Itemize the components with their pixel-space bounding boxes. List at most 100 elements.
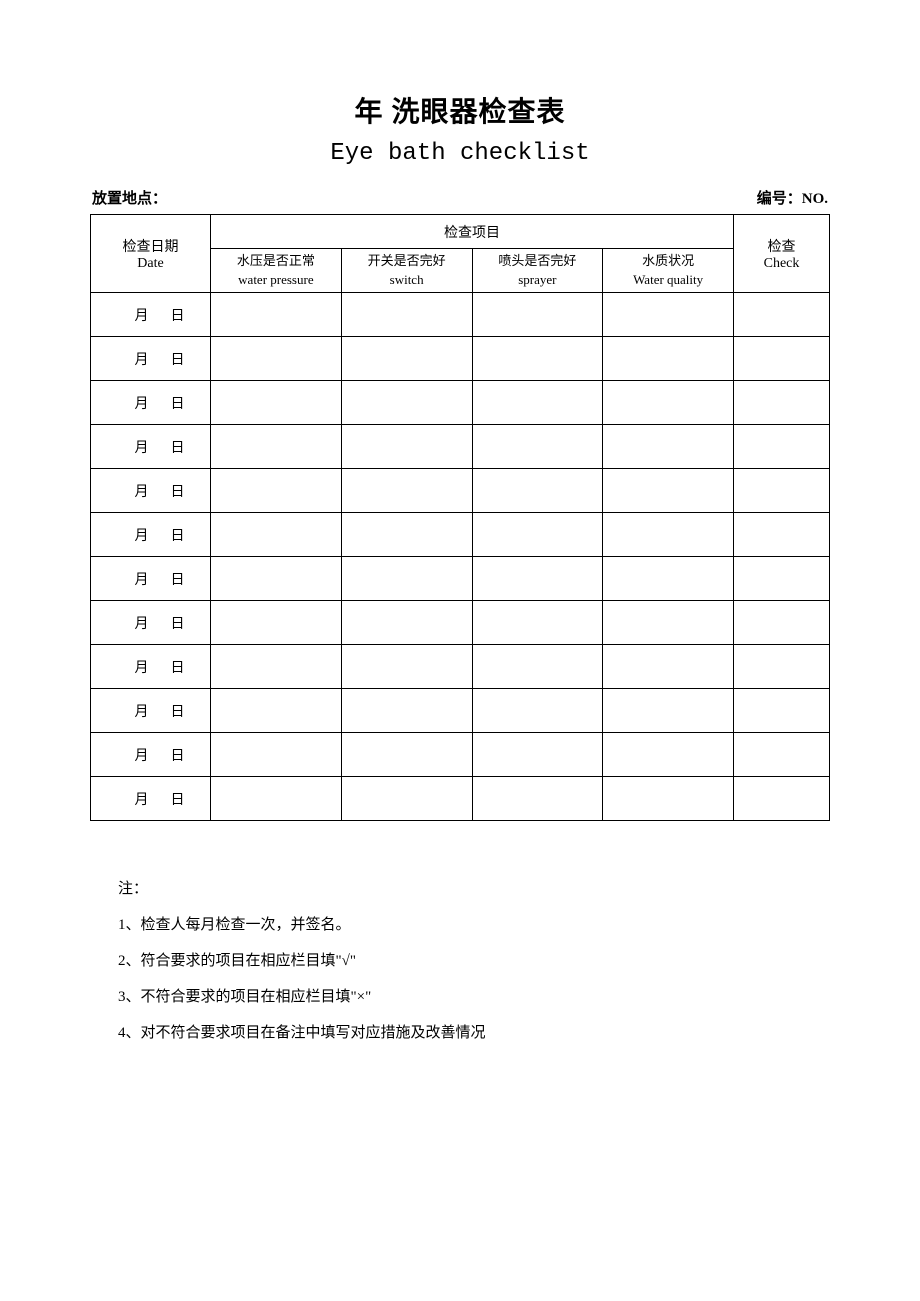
check-cell[interactable] — [734, 601, 830, 645]
month-label: 月 — [115, 525, 151, 545]
item-cell[interactable] — [211, 469, 342, 513]
item-cell[interactable] — [472, 425, 603, 469]
item-cell[interactable] — [472, 689, 603, 733]
item-cell[interactable] — [472, 601, 603, 645]
th-check-en: Check — [734, 256, 829, 272]
location-label: 放置地点： — [92, 187, 167, 208]
item-cell[interactable] — [341, 733, 472, 777]
table-row: 月日 — [91, 689, 830, 733]
day-label: 日 — [151, 789, 187, 809]
item-cell[interactable] — [341, 557, 472, 601]
item-cell[interactable] — [472, 381, 603, 425]
item-cell[interactable] — [472, 645, 603, 689]
check-cell[interactable] — [734, 645, 830, 689]
item-cell[interactable] — [341, 381, 472, 425]
check-cell[interactable] — [734, 733, 830, 777]
th-date: 检查日期 Date — [91, 215, 211, 293]
item-cell[interactable] — [211, 425, 342, 469]
check-cell[interactable] — [734, 469, 830, 513]
item-cell[interactable] — [603, 293, 734, 337]
item-cell[interactable] — [472, 293, 603, 337]
item-cell[interactable] — [603, 601, 734, 645]
th-col-0: 水压是否正常 water pressure — [211, 249, 342, 293]
item-cell[interactable] — [211, 733, 342, 777]
item-cell[interactable] — [603, 425, 734, 469]
item-cell[interactable] — [341, 601, 472, 645]
check-cell[interactable] — [734, 337, 830, 381]
month-label: 月 — [115, 569, 151, 589]
item-cell[interactable] — [603, 557, 734, 601]
item-cell[interactable] — [603, 645, 734, 689]
check-cell[interactable] — [734, 381, 830, 425]
check-cell[interactable] — [734, 513, 830, 557]
item-cell[interactable] — [472, 469, 603, 513]
item-cell[interactable] — [211, 601, 342, 645]
item-cell[interactable] — [341, 513, 472, 557]
item-cell[interactable] — [341, 469, 472, 513]
check-cell[interactable] — [734, 557, 830, 601]
date-cell[interactable]: 月日 — [91, 425, 211, 469]
th-items: 检查项目 — [211, 215, 734, 249]
date-cell[interactable]: 月日 — [91, 469, 211, 513]
date-cell[interactable]: 月日 — [91, 381, 211, 425]
header-row: 放置地点： 编号：NO. — [90, 187, 830, 208]
item-cell[interactable] — [211, 513, 342, 557]
item-cell[interactable] — [603, 777, 734, 821]
date-cell[interactable]: 月日 — [91, 557, 211, 601]
item-cell[interactable] — [341, 337, 472, 381]
table-row: 月日 — [91, 469, 830, 513]
item-cell[interactable] — [341, 645, 472, 689]
day-label: 日 — [151, 305, 187, 325]
date-cell[interactable]: 月日 — [91, 733, 211, 777]
th-col-1-cn: 开关是否完好 — [342, 252, 472, 270]
month-label: 月 — [115, 393, 151, 413]
item-cell[interactable] — [211, 689, 342, 733]
day-label: 日 — [151, 437, 187, 457]
th-col-0-cn: 水压是否正常 — [211, 252, 341, 270]
date-cell[interactable]: 月日 — [91, 777, 211, 821]
th-col-3-en: Water quality — [603, 271, 733, 289]
item-cell[interactable] — [472, 337, 603, 381]
item-cell[interactable] — [603, 689, 734, 733]
month-label: 月 — [115, 701, 151, 721]
item-cell[interactable] — [472, 733, 603, 777]
month-label: 月 — [115, 613, 151, 633]
item-cell[interactable] — [211, 557, 342, 601]
item-cell[interactable] — [211, 293, 342, 337]
item-cell[interactable] — [211, 645, 342, 689]
date-cell[interactable]: 月日 — [91, 513, 211, 557]
item-cell[interactable] — [603, 513, 734, 557]
item-cell[interactable] — [211, 337, 342, 381]
day-label: 日 — [151, 393, 187, 413]
th-col-1-en: switch — [342, 271, 472, 289]
date-cell[interactable]: 月日 — [91, 645, 211, 689]
month-label: 月 — [115, 437, 151, 457]
date-cell[interactable]: 月日 — [91, 337, 211, 381]
item-cell[interactable] — [341, 777, 472, 821]
item-cell[interactable] — [472, 777, 603, 821]
item-cell[interactable] — [603, 733, 734, 777]
item-cell[interactable] — [603, 381, 734, 425]
th-col-3-cn: 水质状况 — [603, 252, 733, 270]
date-cell[interactable]: 月日 — [91, 689, 211, 733]
date-cell[interactable]: 月日 — [91, 601, 211, 645]
item-cell[interactable] — [211, 777, 342, 821]
item-cell[interactable] — [211, 381, 342, 425]
item-cell[interactable] — [341, 425, 472, 469]
item-cell[interactable] — [603, 469, 734, 513]
check-cell[interactable] — [734, 777, 830, 821]
notes: 注： 1、检查人每月检查一次，并签名。 2、符合要求的项目在相应栏目填"√" 3… — [90, 871, 830, 1051]
th-col-3: 水质状况 Water quality — [603, 249, 734, 293]
item-cell[interactable] — [341, 689, 472, 733]
date-cell[interactable]: 月日 — [91, 293, 211, 337]
item-cell[interactable] — [341, 293, 472, 337]
month-label: 月 — [115, 349, 151, 369]
item-cell[interactable] — [472, 513, 603, 557]
item-cell[interactable] — [472, 557, 603, 601]
check-cell[interactable] — [734, 293, 830, 337]
check-cell[interactable] — [734, 689, 830, 733]
check-cell[interactable] — [734, 425, 830, 469]
item-cell[interactable] — [603, 337, 734, 381]
table-row: 月日 — [91, 645, 830, 689]
month-label: 月 — [115, 789, 151, 809]
